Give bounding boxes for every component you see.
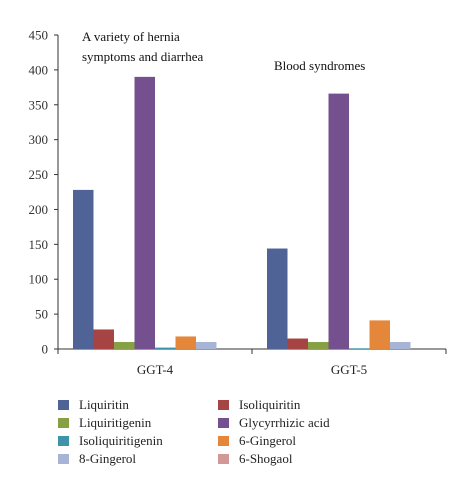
legend-swatch [58, 400, 69, 410]
y-tick-label: 150 [29, 237, 49, 252]
bar [155, 347, 176, 349]
bar [134, 76, 155, 349]
annotation-text: A variety of hernia [82, 29, 180, 44]
legend-swatch [218, 436, 229, 446]
x-axis: GGT-4 GGT-5 [57, 348, 447, 377]
x-category-label: GGT-4 [137, 362, 174, 377]
legend-swatch [58, 418, 69, 428]
bar [196, 342, 217, 349]
annotations: A variety of hernia symptoms and diarrhea… [82, 29, 365, 73]
legend-label: 6-Shogaol [239, 451, 293, 466]
legend-label: Glycyrrhizic acid [239, 415, 330, 430]
bar [73, 189, 94, 349]
legend-label: Isoliquiritin [239, 397, 301, 412]
y-tick-label: 100 [29, 272, 49, 287]
y-tick-label: 350 [29, 97, 49, 112]
legend-swatch [218, 400, 229, 410]
bars [73, 76, 411, 349]
legend-label: Liquiritin [79, 397, 129, 412]
bar [175, 336, 196, 349]
y-tick-label: 450 [29, 28, 49, 43]
legend: Liquiritin Isoliquiritin Liquiritigenin Gly… [58, 397, 330, 466]
bar [114, 342, 135, 349]
bar [369, 320, 390, 349]
annotation-text: symptoms and diarrhea [82, 49, 204, 64]
bar [390, 342, 411, 349]
y-tick-label: 300 [29, 132, 49, 147]
bar [267, 248, 288, 349]
y-tick-label: 400 [29, 62, 49, 77]
bar [308, 342, 329, 349]
x-category-label: GGT-5 [331, 362, 367, 377]
legend-label: Liquiritigenin [79, 415, 152, 430]
legend-label: 8-Gingerol [79, 451, 136, 466]
legend-label: Isoliquiritigenin [79, 433, 163, 448]
bar [93, 329, 114, 349]
y-tick-label: 200 [29, 202, 49, 217]
bar [287, 338, 308, 349]
y-tick-label: 250 [29, 167, 49, 182]
legend-label: 6-Gingerol [239, 433, 296, 448]
y-tick-label: 0 [42, 342, 49, 357]
y-tick-label: 50 [35, 307, 48, 322]
annotation-text: Blood syndromes [274, 58, 365, 73]
legend-swatch [218, 454, 229, 464]
y-axis: 0 50 100 150 200 250 300 350 400 450 [29, 28, 59, 357]
bar [349, 348, 370, 349]
legend-swatch [218, 418, 229, 428]
legend-swatch [58, 436, 69, 446]
legend-swatch [58, 454, 69, 464]
bar [328, 93, 349, 349]
